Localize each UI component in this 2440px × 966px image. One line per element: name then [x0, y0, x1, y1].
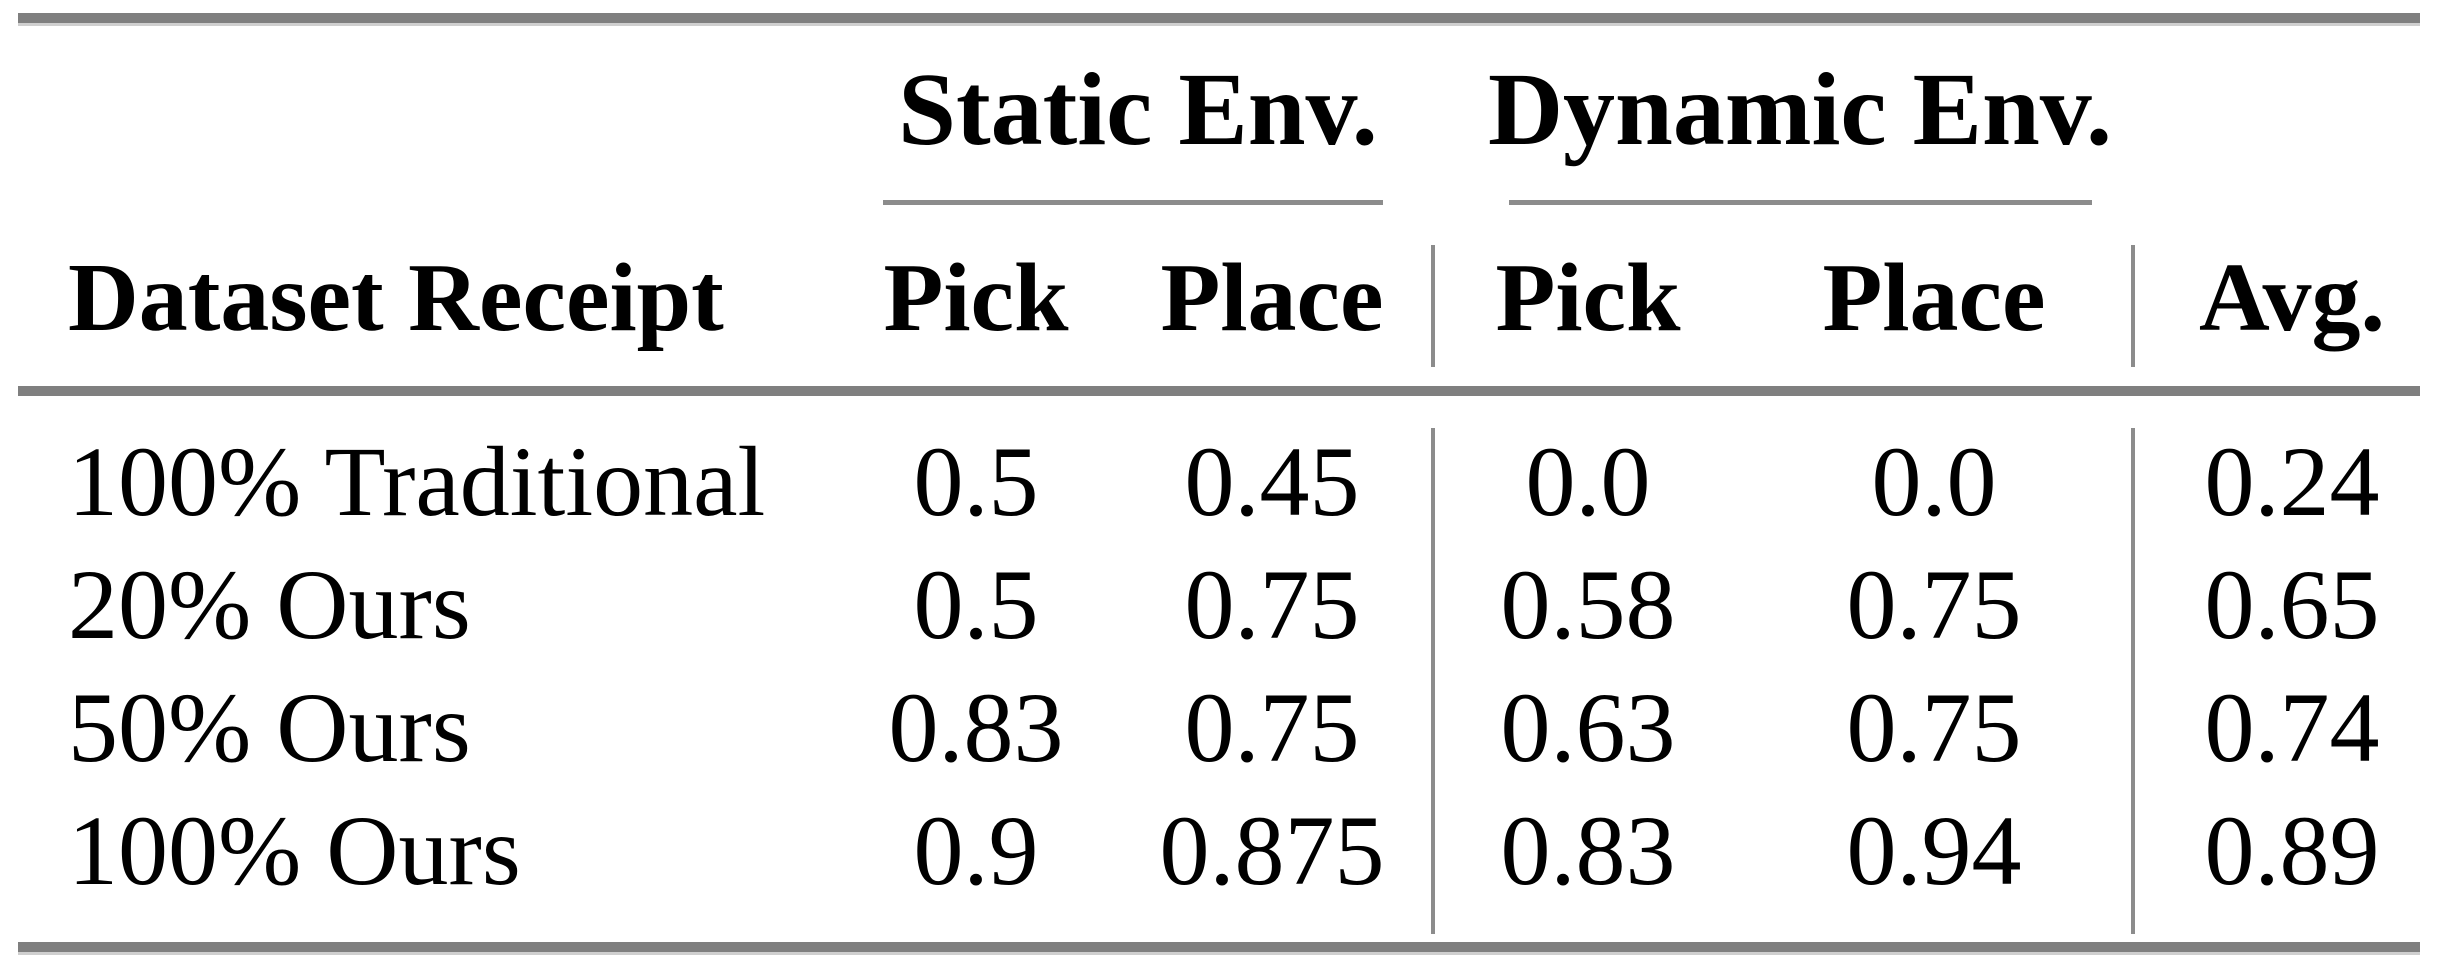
cell-static-place: 0.75	[1184, 672, 1360, 783]
row-label: 20% Ours	[68, 549, 471, 660]
cell-avg: 0.24	[2204, 426, 2380, 537]
column-group-static-env: Static Env.	[898, 52, 1378, 167]
cell-dynamic-place: 0.75	[1846, 672, 2022, 783]
col-divider-1-header	[1431, 245, 1435, 367]
cell-static-pick: 0.83	[888, 672, 1064, 783]
header-static-place: Place	[1160, 244, 1384, 352]
cell-dynamic-pick: 0.58	[1500, 549, 1676, 660]
header-dataset-receipt: Dataset Receipt	[68, 244, 724, 352]
col-divider-2-header	[2131, 245, 2135, 367]
row-label: 50% Ours	[68, 672, 471, 783]
cell-dynamic-pick: 0.83	[1500, 795, 1676, 906]
mid-rule	[18, 386, 2420, 396]
cell-avg: 0.74	[2204, 672, 2380, 783]
row-label: 100% Traditional	[68, 426, 766, 537]
bottom-rule	[18, 942, 2420, 952]
cell-static-place: 0.75	[1184, 549, 1360, 660]
cell-static-pick: 0.5	[913, 549, 1039, 660]
col-divider-2-body	[2131, 428, 2135, 934]
cell-static-pick: 0.5	[913, 426, 1039, 537]
column-group-dynamic-env: Dynamic Env.	[1487, 52, 2113, 167]
header-dynamic-pick: Pick	[1495, 244, 1681, 352]
cell-dynamic-pick: 0.63	[1500, 672, 1676, 783]
cmidrule-dynamic	[1509, 200, 2092, 205]
cell-avg: 0.89	[2204, 795, 2380, 906]
bottom-rule-shadow	[18, 952, 2420, 955]
row-label: 100% Ours	[68, 795, 521, 906]
cmidrule-static	[883, 200, 1383, 205]
cell-dynamic-pick: 0.0	[1525, 426, 1651, 537]
top-rule	[18, 13, 2420, 23]
header-dynamic-place: Place	[1822, 244, 2046, 352]
cell-dynamic-place: 0.75	[1846, 549, 2022, 660]
header-avg: Avg.	[2199, 244, 2385, 352]
cell-static-place: 0.875	[1159, 795, 1385, 906]
cell-dynamic-place: 0.94	[1846, 795, 2022, 906]
col-divider-1-body	[1431, 428, 1435, 934]
cell-static-place: 0.45	[1184, 426, 1360, 537]
top-rule-shadow	[18, 23, 2420, 26]
cell-avg: 0.65	[2204, 549, 2380, 660]
cell-dynamic-place: 0.0	[1871, 426, 1997, 537]
cell-static-pick: 0.9	[913, 795, 1039, 906]
header-static-pick: Pick	[883, 244, 1069, 352]
